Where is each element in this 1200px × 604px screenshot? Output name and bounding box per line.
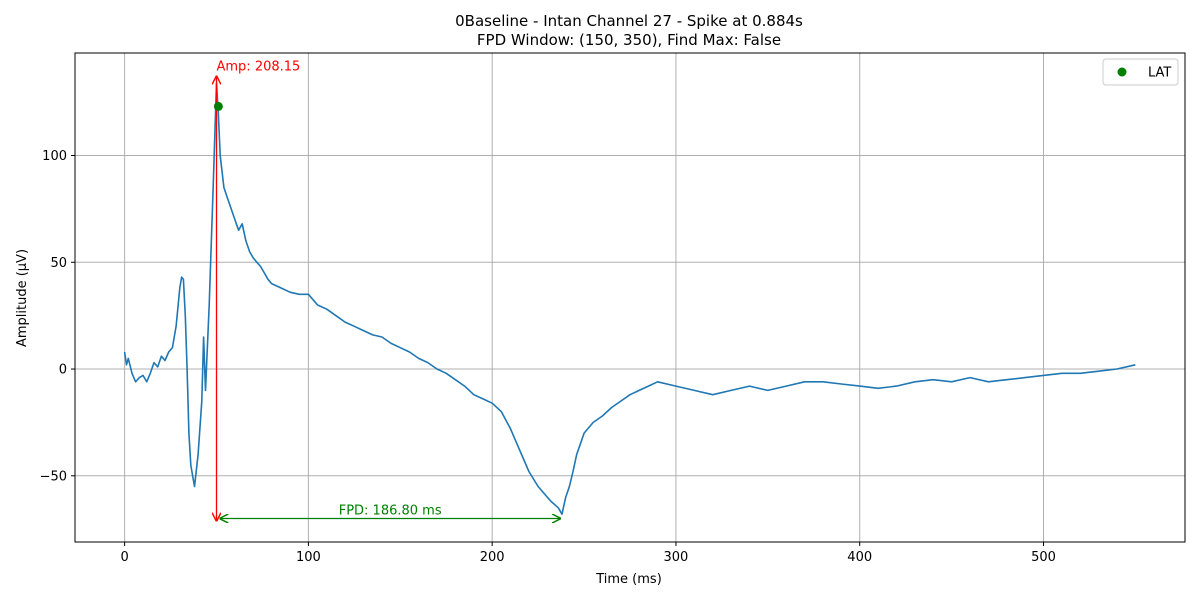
series-layer <box>123 82 1136 515</box>
x-tick-label: 400 <box>847 550 872 565</box>
signal-trace-line <box>123 82 1136 515</box>
x-tick-label: 500 <box>1031 550 1056 565</box>
legend-box <box>1102 58 1179 86</box>
legend-marker-lat <box>1117 67 1127 77</box>
x-axis-label: Time (ms) <box>595 572 662 587</box>
x-tick-label: 0 <box>120 550 128 565</box>
annotation-layer: Amp: 208.15 FPD: 186.80 ms <box>217 59 561 520</box>
amp-annotation-label: Amp: 208.15 <box>217 59 301 74</box>
lat-point-marker <box>213 101 223 111</box>
y-tick-label: 100 <box>42 149 67 164</box>
grid-lines <box>75 53 1185 542</box>
legend-label-lat: LAT <box>1148 66 1171 81</box>
y-axis-label: Amplitude (µV) <box>15 249 30 347</box>
x-tick-label: 200 <box>480 550 505 565</box>
y-tick-label: 0 <box>59 363 67 378</box>
axis-ticks: 0 100 200 300 400 500 −50 0 50 100 <box>40 149 1056 565</box>
y-tick-label: −50 <box>40 469 67 484</box>
x-tick-label: 300 <box>664 550 689 565</box>
fpd-annotation-label: FPD: 186.80 ms <box>339 504 442 519</box>
chart-title: 0Baseline - Intan Channel 27 - Spike at … <box>455 12 803 30</box>
chart-subtitle: FPD Window: (150, 350), Find Max: False <box>477 31 781 49</box>
legend: LAT <box>1102 58 1179 86</box>
x-tick-label: 100 <box>296 550 321 565</box>
plot-area-frame <box>74 52 1186 543</box>
y-tick-label: 50 <box>50 256 67 271</box>
